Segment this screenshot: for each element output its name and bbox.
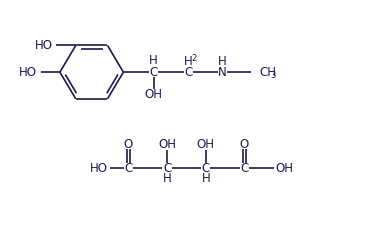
Text: OH: OH (145, 88, 162, 101)
Text: OH: OH (158, 138, 176, 151)
Text: O: O (124, 138, 133, 151)
Text: N: N (218, 66, 227, 79)
Text: OH: OH (275, 162, 293, 175)
Text: HO: HO (35, 39, 53, 52)
Text: H: H (201, 172, 210, 185)
Text: C: C (124, 162, 132, 175)
Text: 2: 2 (191, 54, 196, 63)
Text: C: C (201, 162, 210, 175)
Text: HO: HO (90, 162, 108, 175)
Text: C: C (149, 66, 158, 79)
Text: H: H (149, 54, 158, 67)
Text: C: C (163, 162, 171, 175)
Text: OH: OH (197, 138, 215, 151)
Text: HO: HO (19, 66, 37, 79)
Text: O: O (240, 138, 249, 151)
Text: CH: CH (259, 66, 277, 79)
Text: 3: 3 (270, 72, 275, 80)
Text: H: H (163, 172, 172, 185)
Text: C: C (240, 162, 249, 175)
Text: C: C (184, 66, 193, 79)
Text: H: H (218, 55, 227, 68)
Text: H: H (184, 55, 193, 68)
